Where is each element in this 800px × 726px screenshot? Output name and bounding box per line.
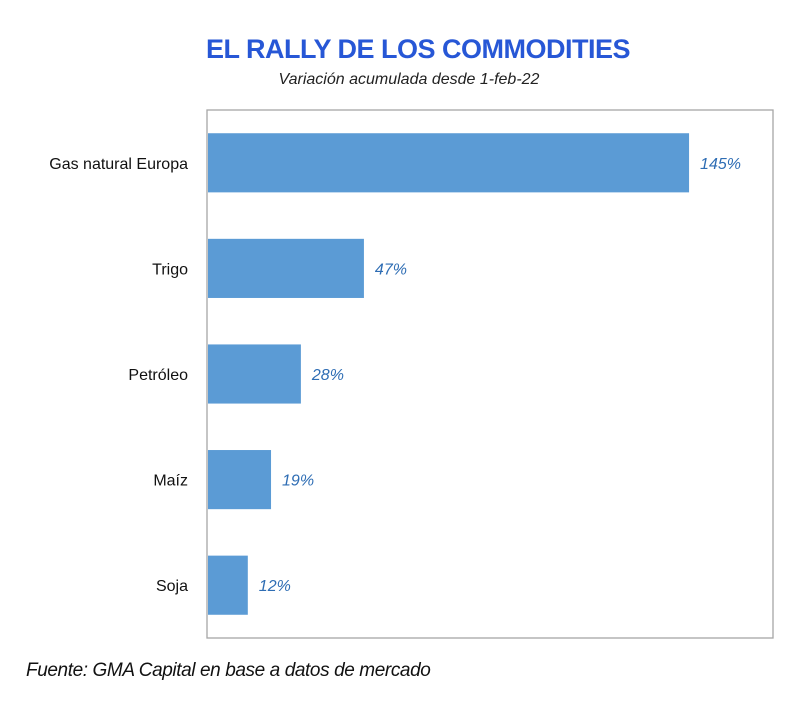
- data-label-0: 145%: [700, 156, 741, 173]
- category-labels-group: Gas natural Europa Trigo Petróleo Maíz Soja: [49, 156, 188, 595]
- bar-4: [208, 555, 248, 615]
- data-labels-group: 145% 47% 28% 19% 12%: [259, 156, 741, 595]
- bars-group: [208, 133, 690, 615]
- category-label-4: Soja: [156, 578, 188, 595]
- chart-title: EL RALLY DE LOS COMMODITIES: [205, 34, 631, 64]
- bar-1: [208, 238, 364, 298]
- bar-0: [208, 133, 690, 193]
- data-label-3: 19%: [282, 473, 314, 490]
- source-note: Fuente: GMA Capital en base a datos de m…: [26, 660, 431, 681]
- category-label-0: Gas natural Europa: [49, 156, 188, 173]
- category-label-2: Petróleo: [128, 367, 188, 384]
- bar-2: [208, 344, 301, 404]
- plot-area-frame: [206, 109, 774, 639]
- data-label-2: 28%: [311, 367, 344, 384]
- data-label-1: 47%: [375, 261, 407, 278]
- bar-3: [208, 450, 272, 510]
- chart-subtitle: Variación acumulada desde 1-feb-22: [278, 71, 540, 88]
- data-label-4: 12%: [259, 578, 291, 595]
- category-label-1: Trigo: [152, 261, 188, 278]
- category-label-3: Maíz: [153, 473, 188, 490]
